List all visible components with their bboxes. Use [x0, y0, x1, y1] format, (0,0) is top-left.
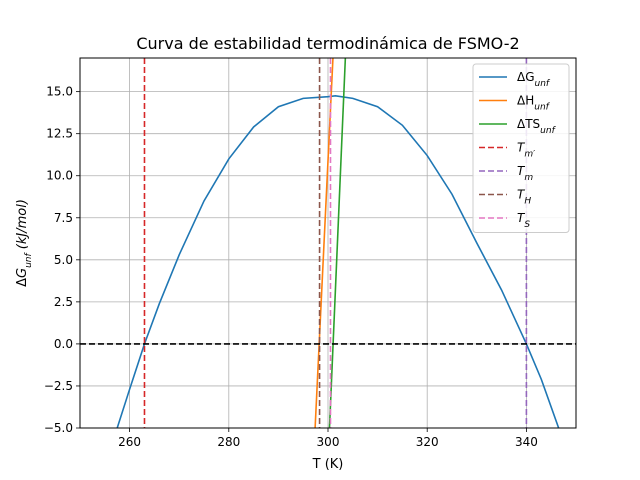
legend-label: TS — [517, 211, 530, 230]
x-axis-label: T (K) — [312, 457, 344, 472]
y-tick-label: 5.0 — [54, 253, 73, 267]
legend-label: ΔTSunf — [517, 117, 557, 136]
plot-series — [80, 58, 576, 428]
legend-label: ΔGunf — [517, 70, 551, 89]
x-tick-label: 300 — [317, 435, 340, 449]
series-line--ts-unf — [328, 58, 347, 428]
axis-ticks: 260 280 300 320 340 −5.0 −2.5 0.0 2.5 5.0 7.5 10.0 1… — [44, 85, 538, 449]
series-line--h-unf — [314, 58, 334, 428]
x-tick-label: 320 — [416, 435, 439, 449]
legend-label: Tm — [517, 164, 533, 183]
x-tick-label: 280 — [217, 435, 240, 449]
x-tick-label: 340 — [515, 435, 538, 449]
legend-label: ΔHunf — [517, 94, 551, 113]
chart-title: Curva de estabilidad termodinámica de FS… — [136, 34, 519, 53]
legend: ΔGunf ΔHunf ΔTSunf Tm′ Tm TH TS — [472, 63, 570, 233]
y-tick-label: 7.5 — [54, 211, 73, 225]
legend-label: Tm′ — [517, 141, 535, 160]
y-tick-label: 2.5 — [54, 295, 73, 309]
y-tick-label: 10.0 — [46, 169, 73, 183]
y-tick-label: −5.0 — [44, 421, 73, 435]
y-tick-label: 0.0 — [54, 337, 73, 351]
y-tick-label: 15.0 — [46, 85, 73, 99]
y-tick-label: −2.5 — [44, 379, 73, 393]
legend-box — [472, 63, 570, 233]
y-tick-label: 12.5 — [46, 127, 73, 141]
legend-label: TH — [517, 188, 531, 207]
x-tick-label: 260 — [118, 435, 141, 449]
y-axis-label: ΔGunf (kJ/mol) — [15, 199, 34, 287]
